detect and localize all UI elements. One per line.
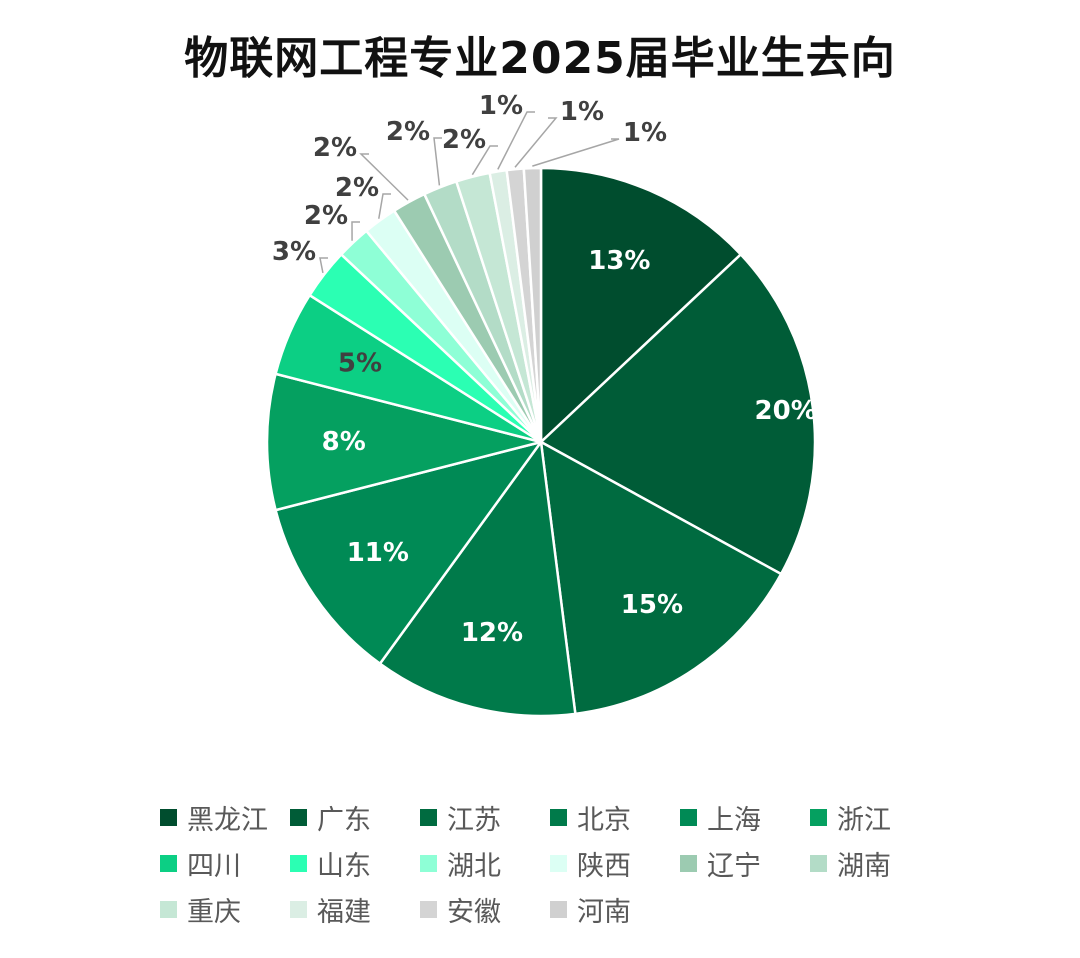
legend-label: 山东: [317, 850, 371, 882]
legend-label: 北京: [577, 804, 631, 836]
legend-item: 辽宁: [680, 844, 810, 882]
legend-label: 重庆: [187, 896, 241, 928]
legend-item: 重庆: [160, 890, 290, 928]
pie-slice-6: [265, 372, 542, 512]
leader-line-10: [378, 193, 391, 219]
legend-item: 湖北: [420, 844, 550, 882]
legend-swatch: [550, 808, 567, 826]
legend-label: 上海: [707, 804, 761, 836]
legend-label: 四川: [187, 850, 241, 882]
data-label-11: 2%: [313, 133, 357, 163]
pie-slice-16: [522, 166, 543, 443]
legend-label: 广东: [317, 804, 371, 836]
data-label-15: 1%: [560, 97, 604, 127]
legend-item: 河南: [550, 890, 680, 928]
data-label-6: 8%: [322, 427, 366, 457]
legend-swatch: [550, 900, 567, 918]
legend-label: 河南: [577, 896, 631, 928]
chart-title: 物联网工程专业2025届毕业生去向: [184, 33, 896, 84]
data-label-16: 1%: [623, 118, 667, 148]
legend-label: 黑龙江: [187, 804, 268, 836]
pie-slice-3: [539, 439, 783, 716]
legend-item: 安徽: [420, 890, 550, 928]
data-label-12: 2%: [386, 117, 430, 147]
legend-item: 上海: [680, 798, 810, 836]
legend-item: 浙江: [810, 798, 940, 836]
legend-item: 黑龙江: [160, 798, 290, 836]
legend-item: 江苏: [420, 798, 550, 836]
legend-item: 陕西: [550, 844, 680, 882]
legend-swatch: [420, 900, 437, 918]
data-label-7: 5%: [338, 349, 382, 379]
legend-item: 福建: [290, 890, 420, 928]
pie-slice-1: [539, 166, 743, 445]
data-label-2: 20%: [755, 396, 817, 426]
legend-swatch: [420, 854, 437, 872]
legend-item: 广东: [290, 798, 420, 836]
leader-line-11: [359, 153, 409, 201]
data-label-14: 1%: [479, 91, 523, 121]
legend-item: 北京: [550, 798, 680, 836]
data-label-4: 12%: [461, 618, 523, 648]
legend-swatch: [680, 808, 697, 826]
data-labels: 13%20%15%12%11%8%5%3%2%2%2%2% 2%1% 1%1%: [272, 91, 817, 648]
legend-swatch: [290, 900, 307, 918]
legend-label: 辽宁: [707, 850, 761, 882]
legend-label: 湖北: [447, 850, 501, 882]
data-label-9: 2%: [304, 201, 348, 231]
leader-line-13: [471, 145, 498, 176]
pie-slice-5: [274, 439, 545, 666]
legend-label: 江苏: [447, 804, 501, 836]
leader-line-15: [514, 117, 558, 168]
leader-line-14: [497, 111, 535, 170]
pie-slice-4: [378, 438, 577, 718]
legend: 黑龙江 广东 江苏 北京 上海 浙江四川 山东 湖北 陕西 辽宁 湖南重庆 福建 安徽 河南: [160, 798, 920, 928]
leader-line-8: [319, 257, 328, 273]
legend-label: 陕西: [577, 850, 631, 882]
legend-swatch: [290, 808, 307, 826]
legend-swatch: [160, 854, 177, 872]
legend-swatch: [810, 808, 827, 826]
data-label-8: 3%: [272, 237, 316, 267]
legend-swatch: [550, 854, 567, 872]
data-label-1: 13%: [588, 246, 650, 276]
legend-item: 山东: [290, 844, 420, 882]
legend-label: 浙江: [837, 804, 891, 836]
pie-slices: [265, 166, 817, 718]
pie-slice-2: [538, 252, 817, 576]
leader-line-9: [351, 221, 360, 241]
legend-swatch: [160, 808, 177, 826]
legend-swatch: [420, 808, 437, 826]
legend-item: 湖南: [810, 844, 940, 882]
legend-label: 安徽: [447, 896, 501, 928]
data-label-3: 15%: [621, 590, 683, 620]
leader-line-12: [433, 137, 442, 186]
legend-label: 福建: [317, 896, 371, 928]
data-label-10: 2%: [335, 173, 379, 203]
data-label-5: 11%: [347, 538, 409, 568]
legend-swatch: [160, 900, 177, 918]
leader-line-16: [532, 138, 620, 167]
data-label-13: 2%: [442, 125, 486, 155]
leader-lines: [319, 111, 620, 273]
legend-item: 四川: [160, 844, 290, 882]
legend-swatch: [810, 854, 827, 872]
legend-swatch: [680, 854, 697, 872]
legend-label: 湖南: [837, 850, 891, 882]
legend-swatch: [290, 854, 307, 872]
